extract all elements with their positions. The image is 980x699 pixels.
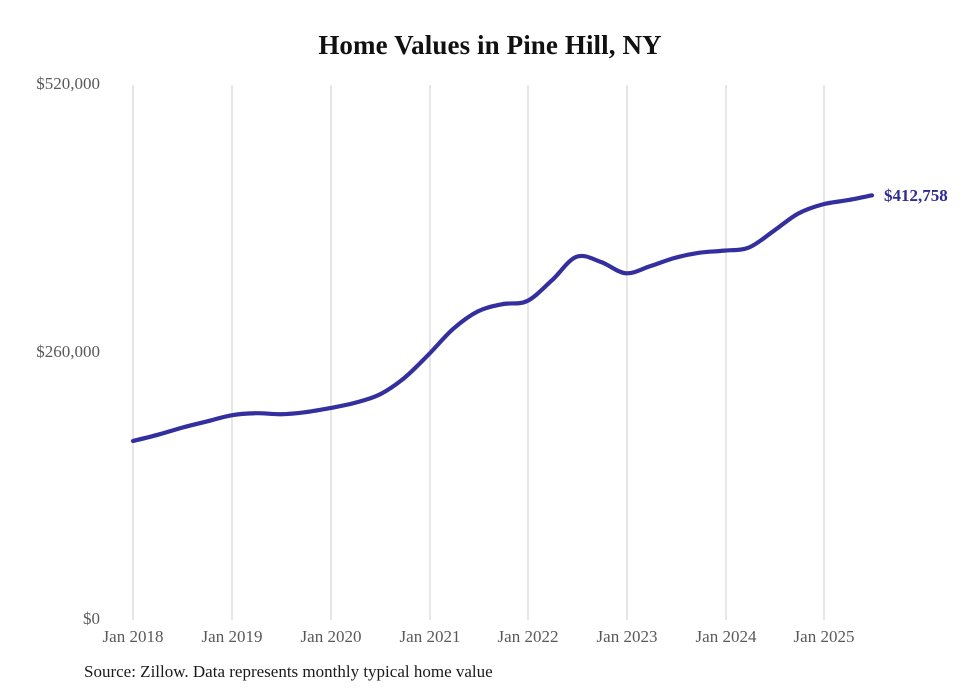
chart-title: Home Values in Pine Hill, NY — [318, 30, 662, 60]
x-tick-label: Jan 2019 — [201, 627, 263, 646]
x-tick-label: Jan 2018 — [102, 627, 164, 646]
y-tick-label: $0 — [83, 609, 100, 628]
x-tick-label: Jan 2022 — [497, 627, 559, 646]
x-tick-label: Jan 2021 — [399, 627, 461, 646]
x-tick-label: Jan 2023 — [596, 627, 658, 646]
gridlines-group — [132, 85, 825, 620]
y-tick-label: $520,000 — [36, 74, 100, 93]
y-tick-label: $260,000 — [36, 342, 100, 361]
source-note: Source: Zillow. Data represents monthly … — [84, 662, 493, 681]
x-tick-label: Jan 2024 — [695, 627, 757, 646]
y-axis-labels: $0 $260,000 $520,000 — [0, 0, 100, 699]
x-tick-label: Jan 2020 — [300, 627, 362, 646]
home-value-line — [130, 193, 875, 444]
end-value-label: $412,758 — [884, 186, 948, 206]
x-tick-label: Jan 2025 — [793, 627, 855, 646]
